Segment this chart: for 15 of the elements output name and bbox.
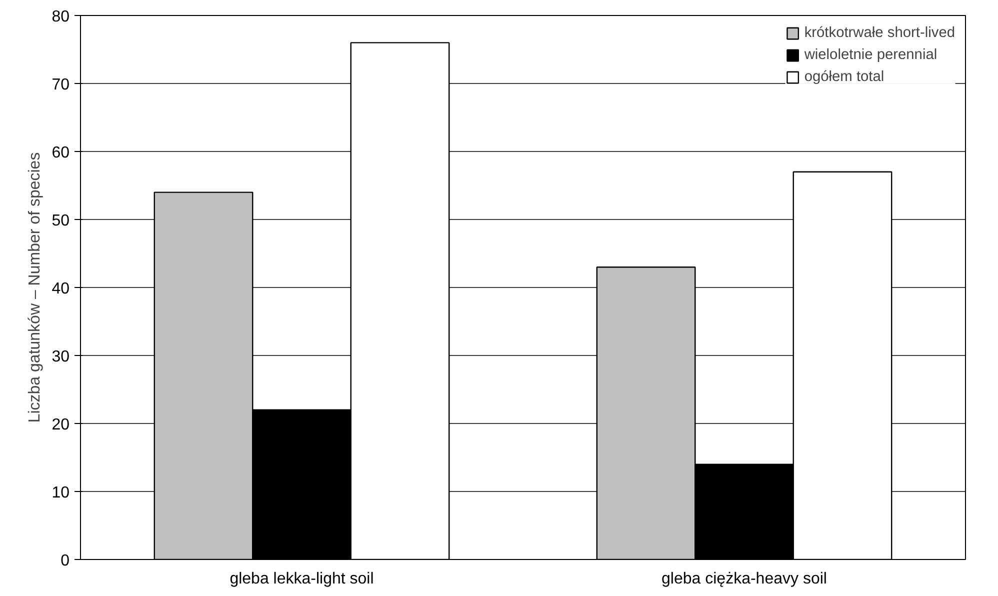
y-tick-label: 0 bbox=[60, 552, 70, 570]
y-tick-label: 80 bbox=[52, 8, 70, 26]
y-tick-label: 10 bbox=[52, 484, 70, 502]
y-tick-label: 60 bbox=[52, 144, 70, 162]
legend-label: wieloletnie perennial bbox=[804, 47, 938, 63]
y-axis-title: Liczba gatunków – Number of species bbox=[26, 152, 44, 423]
legend-label: krótkotrwałe short-lived bbox=[804, 25, 955, 41]
y-tick-label: 40 bbox=[52, 280, 70, 298]
legend-label: ogółem total bbox=[804, 69, 884, 85]
y-tick-label: 70 bbox=[52, 76, 70, 94]
y-tick-label: 30 bbox=[52, 348, 70, 366]
y-tick-label: 50 bbox=[52, 212, 70, 230]
x-tick-label: gleba lekka-light soil bbox=[230, 570, 374, 588]
x-tick-label: gleba ciężka-heavy soil bbox=[662, 570, 827, 588]
y-tick-label: 20 bbox=[52, 416, 70, 434]
